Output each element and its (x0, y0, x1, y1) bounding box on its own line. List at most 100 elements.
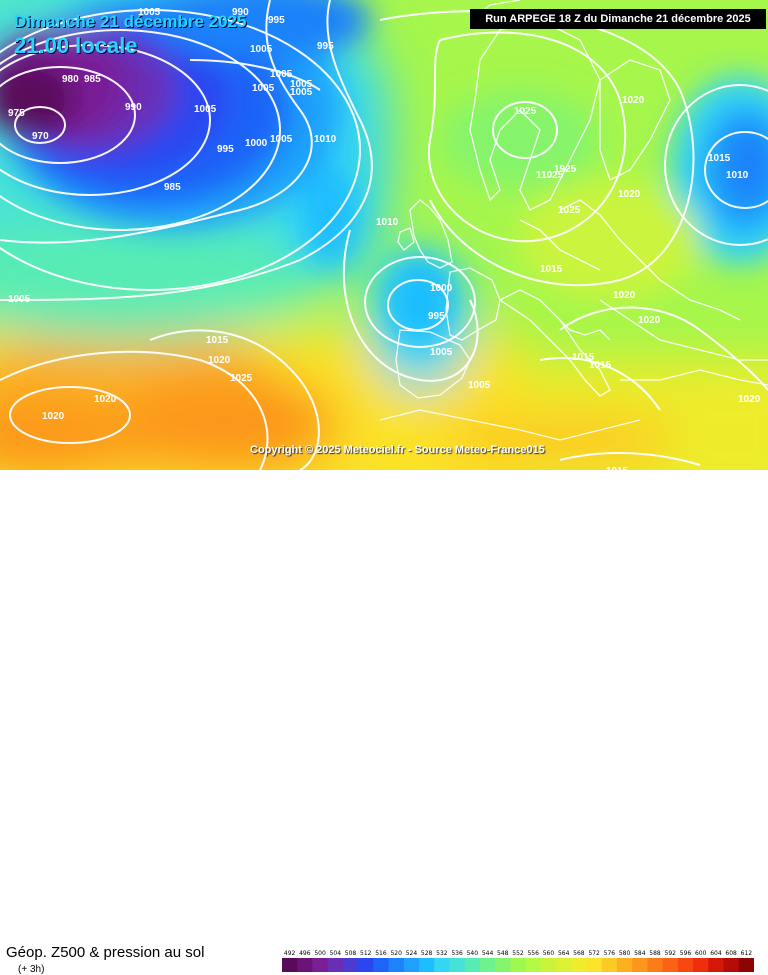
scale-label: 520 (390, 950, 402, 957)
isobar-label: 1020 (94, 394, 117, 405)
scale-swatch (708, 958, 725, 972)
scale-label: 612 (741, 950, 753, 957)
isobar-label: 1020 (613, 290, 636, 301)
isobar-label: 980 (62, 74, 79, 85)
isobar-label: 990 (232, 7, 249, 18)
scale-swatch (327, 958, 344, 972)
scale-swatch (571, 958, 588, 972)
scale-label: 564 (558, 950, 570, 957)
scale-label: 536 (451, 950, 463, 957)
scale-swatch (540, 958, 557, 972)
isobar-label: 995 (217, 144, 234, 155)
isobar-label: 1015 (206, 335, 229, 346)
isobar-label: 1005 (8, 294, 31, 305)
scale-swatch (616, 958, 633, 972)
isobar-label: 1015 (606, 466, 629, 470)
isobar-label: 1015 (640, 469, 663, 470)
legend-subtitle: (+ 3h) (18, 964, 45, 975)
isobar-label: 1005 (468, 380, 491, 391)
scale-swatch (282, 958, 298, 972)
isobar-label: 1025 (230, 373, 253, 384)
isobar-label: 1025 (558, 205, 581, 216)
scale-label: 496 (299, 950, 311, 957)
scale-swatch (388, 958, 405, 972)
isobar-label: 1015 (540, 264, 563, 275)
scale-swatch (632, 958, 648, 972)
isobar-label: 1015 (708, 153, 731, 164)
scale-label: 516 (375, 950, 387, 957)
isobar-label: 1005 (270, 69, 293, 80)
isobar-label: 995 (268, 15, 285, 26)
scale-label: 580 (619, 950, 631, 957)
scale-label: 544 (482, 950, 494, 957)
isobar-label: 985 (84, 74, 101, 85)
isobar-label: 970 (32, 131, 49, 142)
scale-swatch (358, 958, 374, 972)
isobar-label: 1005 (270, 134, 293, 145)
isobar-label: 985 (164, 182, 181, 193)
scale-label: 588 (649, 950, 661, 957)
isobar-label: 1020 (42, 411, 65, 422)
scale-label: 532 (436, 950, 448, 957)
scale-swatch (495, 958, 511, 972)
scale-swatch (677, 958, 694, 972)
isobar-label: 1005 (194, 104, 217, 115)
scale-swatch (556, 958, 572, 972)
isobar-label: 990 (125, 102, 142, 113)
forecast-date: Dimanche 21 décembre 2025 (14, 12, 247, 31)
isobar-label: 1020 (622, 95, 645, 106)
isobar-label: 1025 (514, 106, 537, 117)
scale-label: 492 (284, 950, 296, 957)
scale-swatch (297, 958, 313, 972)
legend-footer: Géop. Z500 & pression au sol (+ 3h) 492 4… (0, 470, 768, 975)
scale-label: 528 (421, 950, 433, 957)
scale-swatch (586, 958, 603, 972)
scale-swatch (312, 958, 329, 972)
scale-label: 568 (573, 950, 585, 957)
legend-title: Géop. Z500 & pression au sol (6, 944, 205, 961)
scale-label: 508 (345, 950, 357, 957)
scale-label: 600 (695, 950, 707, 957)
isobar-label: 975 (8, 108, 25, 119)
isobar-label: 1005 (138, 7, 161, 18)
scale-swatch (647, 958, 664, 972)
isobar-label: 1010 (376, 217, 399, 228)
isobar-label: 1010 (726, 170, 749, 181)
scale-swatch (662, 958, 679, 972)
copyright-notice: Copyright © 2025 Meteociel.fr - Source M… (250, 444, 545, 456)
scale-swatch (723, 958, 740, 972)
isobar-label: 1015 (572, 352, 595, 363)
isobar-label: 1005 (290, 79, 313, 90)
scale-swatch (449, 958, 466, 972)
scale-label: 504 (330, 950, 342, 957)
scale-label: 524 (406, 950, 418, 957)
isobar-label: 1925 (554, 164, 577, 175)
scale-label: 584 (634, 950, 646, 957)
scale-label: 572 (588, 950, 600, 957)
scale-swatch (434, 958, 450, 972)
isobar-label: 995 (317, 41, 334, 52)
isobar-label: 1020 (618, 189, 641, 200)
isobar-label: 1005 (290, 87, 313, 98)
isobar-label: 995 (428, 311, 445, 322)
forecast-time: 21.00 locale (14, 33, 138, 58)
isobar-label: 1000 (430, 283, 453, 294)
isobar-label: 1000 (245, 138, 268, 149)
weather-map: 1005 990 995 995 1005 1005 1005 1005 1005 980 985 9… (0, 0, 768, 470)
scale-swatch (525, 958, 542, 972)
scale-label: 576 (604, 950, 616, 957)
scale-swatch (601, 958, 618, 972)
scale-label: 556 (527, 950, 539, 957)
scale-label: 604 (710, 950, 722, 957)
scale-label: 552 (512, 950, 524, 957)
isobar-label: 1015 (589, 360, 612, 371)
scale-swatch (464, 958, 481, 972)
scale-label: 500 (314, 950, 326, 957)
isobar-label: 1005 (250, 44, 273, 55)
isobar-label: 1020 (638, 315, 661, 326)
scale-swatch (479, 958, 496, 972)
scale-label: 608 (725, 950, 737, 957)
scale-swatch (403, 958, 420, 972)
scale-label: 548 (497, 950, 509, 957)
